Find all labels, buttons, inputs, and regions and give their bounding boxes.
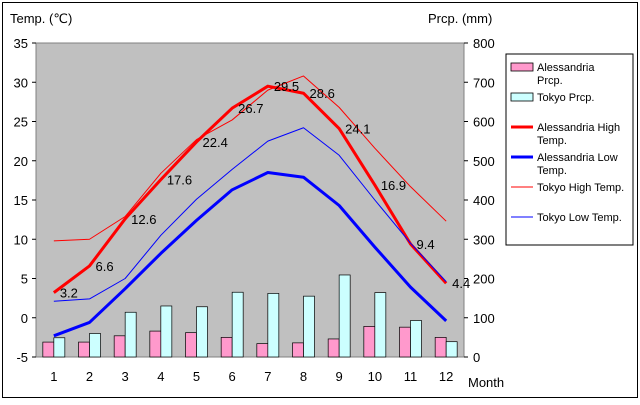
- x-tick-label-8: 8: [300, 369, 307, 384]
- legend: Alessandria Prcp. Tokyo Prcp. Alessandria H…: [505, 53, 634, 246]
- right-tick-label: 500: [473, 154, 495, 169]
- right-tick-label: 300: [473, 232, 495, 247]
- data-label-4: 17.6: [167, 173, 192, 188]
- tokyo-prcp-bar-9: [338, 274, 351, 358]
- bars-layer: [42, 274, 458, 358]
- x-tick-label-11: 11: [404, 369, 418, 384]
- right-tick-label: 800: [473, 36, 495, 51]
- x-tick-label-6: 6: [229, 369, 236, 384]
- x-axis-title: Month: [468, 375, 504, 390]
- right-tick-label: 200: [473, 272, 495, 287]
- alessandria-prcp-bar-6: [220, 337, 233, 358]
- x-tick-label-3: 3: [122, 369, 129, 384]
- left-tick-label: 25: [14, 115, 28, 130]
- alessandria-prcp-bar-5: [185, 332, 197, 358]
- right-tick-label: 600: [473, 115, 495, 130]
- legend-label-alessandria-prcp: Alessandria Prcp.: [537, 62, 595, 87]
- tokyo-prcp-bar-5: [196, 306, 208, 358]
- legend-label-tokyo-low-temp: Tokyo Low Temp.: [537, 212, 622, 224]
- data-label-5: 22.4: [203, 135, 228, 150]
- data-label-7: 29.5: [274, 79, 299, 94]
- alessandria-high-temp-line: [52, 84, 448, 294]
- x-tick-label-12: 12: [439, 369, 453, 384]
- x-tick-label-9: 9: [336, 369, 343, 384]
- alessandria-prcp-bar-4: [149, 330, 162, 358]
- tokyo-low-temp-line: [53, 127, 447, 302]
- legend-swatch-alessandria-prcp: [510, 62, 534, 72]
- tokyo-prcp-bar-4: [160, 305, 173, 358]
- tokyo-prcp-bar-8: [303, 295, 315, 358]
- data-label-10: 16.9: [381, 178, 406, 193]
- data-labels-layer: 3.2 6.6 12.6 17.6 22.4 26.7 29.5 28.6 24.1 16.9 9.…: [60, 79, 470, 300]
- x-tick-label-7: 7: [264, 369, 271, 384]
- left-tick-label: -5: [16, 350, 28, 365]
- tokyo-prcp-bar-2: [89, 333, 101, 358]
- x-tick-label-10: 10: [368, 369, 382, 384]
- legend-label-alessandria-low-temp: Alessandria Low Temp.: [537, 152, 618, 177]
- left-tick-label: 30: [14, 75, 28, 90]
- data-label-2: 6.6: [96, 259, 114, 274]
- alessandria-prcp-bar-2: [78, 341, 90, 358]
- data-label-1: 3.2: [60, 286, 78, 301]
- right-axis-title: Prcp. (mm): [428, 11, 492, 26]
- alessandria-prcp-bar-12: [434, 337, 447, 358]
- alessandria-prcp-bar-7: [256, 343, 269, 358]
- data-label-8: 28.6: [310, 86, 335, 101]
- lines-layer: [52, 75, 448, 338]
- right-tick-label: 0: [473, 350, 480, 365]
- data-label-6: 26.7: [238, 101, 263, 116]
- tokyo-prcp-bar-12: [445, 341, 458, 358]
- axes-layer: -505101520253035010020030040050060070080…: [14, 36, 495, 384]
- right-tick-label: 700: [473, 75, 495, 90]
- data-label-9: 24.1: [345, 122, 370, 137]
- tokyo-high-temp-line: [53, 75, 447, 242]
- data-label-11: 9.4: [417, 237, 435, 252]
- tokyo-prcp-bar-3: [124, 311, 137, 358]
- legend-label-alessandria-high-temp: Alessandria High Temp.: [537, 122, 620, 147]
- alessandria-prcp-bar-8: [292, 342, 304, 358]
- tokyo-prcp-bar-1: [53, 337, 66, 358]
- right-tick-label: 100: [473, 311, 495, 326]
- tokyo-prcp-bar-10: [374, 292, 387, 358]
- tokyo-prcp-bar-11: [410, 320, 422, 358]
- left-tick-label: 10: [14, 232, 28, 247]
- alessandria-prcp-bar-9: [327, 338, 340, 358]
- left-tick-label: 20: [14, 154, 28, 169]
- legend-label-tokyo-high-temp: Tokyo High Temp.: [537, 182, 624, 194]
- alessandria-prcp-bar-3: [113, 335, 126, 358]
- left-axis-title: Temp. (℃): [10, 11, 72, 26]
- tokyo-prcp-bar-7: [267, 293, 280, 358]
- x-tick-label-4: 4: [157, 369, 164, 384]
- x-tick-label-1: 1: [50, 369, 57, 384]
- x-tick-label-2: 2: [86, 369, 93, 384]
- alessandria-prcp-bar-11: [399, 326, 411, 358]
- left-tick-label: 35: [14, 36, 28, 51]
- plot-area: [35, 42, 465, 358]
- alessandria-prcp-bar-1: [42, 341, 55, 358]
- data-label-3: 12.6: [131, 212, 156, 227]
- legend-label-tokyo-prcp: Tokyo Prcp.: [537, 92, 594, 104]
- alessandria-low-temp-line: [53, 171, 448, 338]
- tokyo-prcp-bar-6: [231, 291, 244, 358]
- legend-swatch-tokyo-prcp: [510, 92, 534, 102]
- right-tick-label: 400: [473, 193, 495, 208]
- left-tick-label: 15: [14, 193, 28, 208]
- data-label-12: 4.4: [452, 276, 470, 291]
- left-tick-label: 0: [21, 311, 28, 326]
- x-tick-label-5: 5: [193, 369, 200, 384]
- legend-box: [505, 53, 634, 246]
- alessandria-prcp-bar-10: [363, 326, 376, 358]
- left-tick-label: 5: [21, 272, 28, 287]
